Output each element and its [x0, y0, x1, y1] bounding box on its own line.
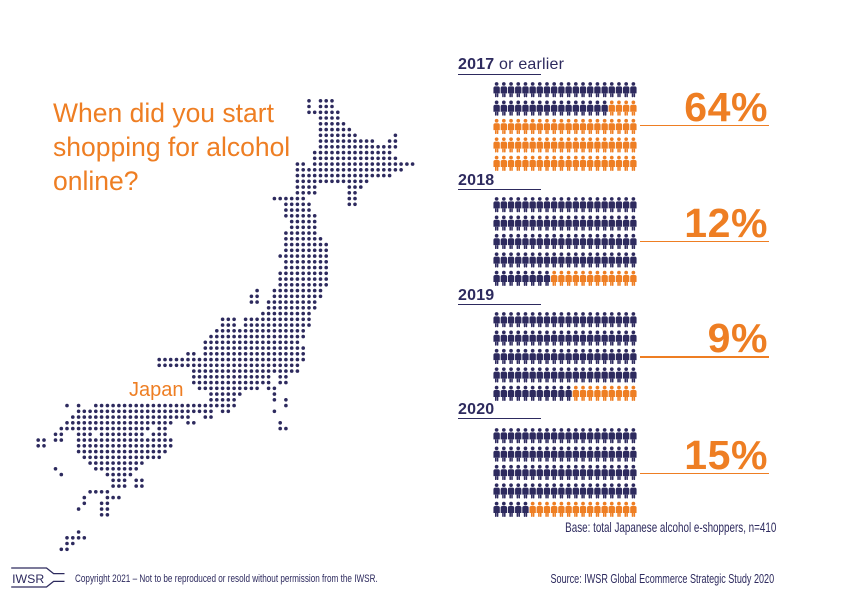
svg-text:IWSR: IWSR [12, 572, 44, 586]
